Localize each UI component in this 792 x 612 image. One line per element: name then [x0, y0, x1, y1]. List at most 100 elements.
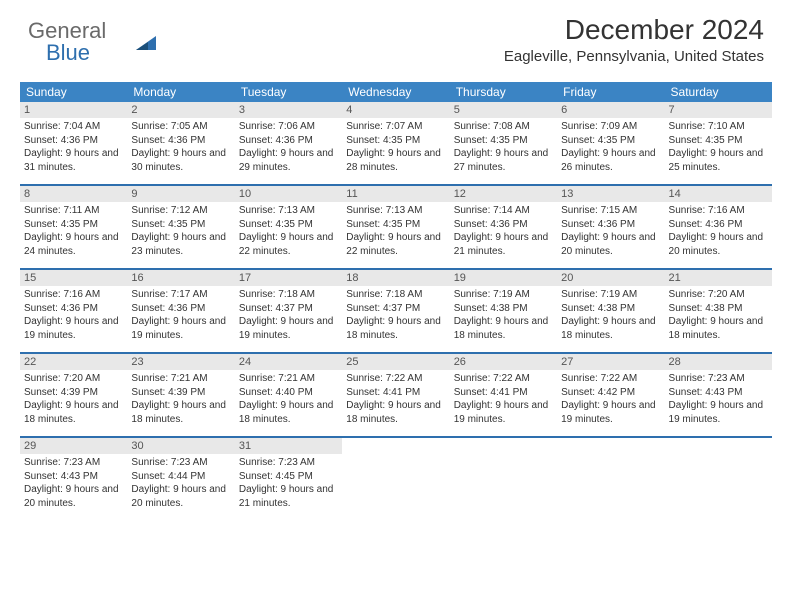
calendar-day-cell: 15Sunrise: 7:16 AMSunset: 4:36 PMDayligh…	[20, 270, 127, 352]
calendar-day-cell: 25Sunrise: 7:22 AMSunset: 4:41 PMDayligh…	[342, 354, 449, 436]
day-details: Sunrise: 7:17 AMSunset: 4:36 PMDaylight:…	[127, 286, 234, 348]
calendar-day-cell: 10Sunrise: 7:13 AMSunset: 4:35 PMDayligh…	[235, 186, 342, 268]
sunset-text: Sunset: 4:35 PM	[346, 134, 445, 148]
day-details: Sunrise: 7:22 AMSunset: 4:41 PMDaylight:…	[450, 370, 557, 432]
daylight-text: Daylight: 9 hours and 29 minutes.	[239, 147, 338, 174]
daylight-text: Daylight: 9 hours and 22 minutes.	[346, 231, 445, 258]
day-details: Sunrise: 7:23 AMSunset: 4:43 PMDaylight:…	[665, 370, 772, 432]
calendar-day-cell: 18Sunrise: 7:18 AMSunset: 4:37 PMDayligh…	[342, 270, 449, 352]
sunrise-text: Sunrise: 7:04 AM	[24, 120, 123, 134]
sunrise-text: Sunrise: 7:23 AM	[131, 456, 230, 470]
calendar-day-cell: 27Sunrise: 7:22 AMSunset: 4:42 PMDayligh…	[557, 354, 664, 436]
sunrise-text: Sunrise: 7:05 AM	[131, 120, 230, 134]
daylight-text: Daylight: 9 hours and 18 minutes.	[561, 315, 660, 342]
day-number: 26	[450, 354, 557, 370]
calendar-day-cell: 7Sunrise: 7:10 AMSunset: 4:35 PMDaylight…	[665, 102, 772, 184]
calendar-header-row: SundayMondayTuesdayWednesdayThursdayFrid…	[20, 82, 772, 102]
day-number: 17	[235, 270, 342, 286]
calendar-day-cell: 23Sunrise: 7:21 AMSunset: 4:39 PMDayligh…	[127, 354, 234, 436]
sunrise-text: Sunrise: 7:12 AM	[131, 204, 230, 218]
daylight-text: Daylight: 9 hours and 20 minutes.	[24, 483, 123, 510]
sunrise-text: Sunrise: 7:13 AM	[239, 204, 338, 218]
calendar-day-cell: 21Sunrise: 7:20 AMSunset: 4:38 PMDayligh…	[665, 270, 772, 352]
sunset-text: Sunset: 4:35 PM	[131, 218, 230, 232]
daylight-text: Daylight: 9 hours and 27 minutes.	[454, 147, 553, 174]
sunset-text: Sunset: 4:42 PM	[561, 386, 660, 400]
day-number: 11	[342, 186, 449, 202]
day-details: Sunrise: 7:05 AMSunset: 4:36 PMDaylight:…	[127, 118, 234, 180]
header: December 2024 Eagleville, Pennsylvania, …	[504, 14, 764, 65]
daylight-text: Daylight: 9 hours and 31 minutes.	[24, 147, 123, 174]
sunrise-text: Sunrise: 7:20 AM	[24, 372, 123, 386]
sunset-text: Sunset: 4:38 PM	[561, 302, 660, 316]
sunset-text: Sunset: 4:36 PM	[239, 134, 338, 148]
sunrise-text: Sunrise: 7:20 AM	[669, 288, 768, 302]
sunset-text: Sunset: 4:36 PM	[454, 218, 553, 232]
day-number: 25	[342, 354, 449, 370]
sunrise-text: Sunrise: 7:07 AM	[346, 120, 445, 134]
day-details: Sunrise: 7:11 AMSunset: 4:35 PMDaylight:…	[20, 202, 127, 264]
sunset-text: Sunset: 4:36 PM	[24, 134, 123, 148]
day-number: 10	[235, 186, 342, 202]
day-number: 22	[20, 354, 127, 370]
day-number: 21	[665, 270, 772, 286]
day-details: Sunrise: 7:15 AMSunset: 4:36 PMDaylight:…	[557, 202, 664, 264]
calendar-day-cell: 30Sunrise: 7:23 AMSunset: 4:44 PMDayligh…	[127, 438, 234, 520]
sunset-text: Sunset: 4:35 PM	[561, 134, 660, 148]
sunrise-text: Sunrise: 7:22 AM	[346, 372, 445, 386]
calendar-day-cell: 4Sunrise: 7:07 AMSunset: 4:35 PMDaylight…	[342, 102, 449, 184]
calendar-day-cell: 13Sunrise: 7:15 AMSunset: 4:36 PMDayligh…	[557, 186, 664, 268]
calendar-day-cell: 3Sunrise: 7:06 AMSunset: 4:36 PMDaylight…	[235, 102, 342, 184]
calendar-empty-cell	[342, 438, 449, 520]
sunrise-text: Sunrise: 7:18 AM	[346, 288, 445, 302]
day-number	[450, 438, 557, 454]
weekday-header: Sunday	[20, 82, 127, 102]
calendar-empty-cell	[557, 438, 664, 520]
logo-triangle-icon	[136, 36, 156, 50]
calendar-empty-cell	[450, 438, 557, 520]
daylight-text: Daylight: 9 hours and 18 minutes.	[131, 399, 230, 426]
daylight-text: Daylight: 9 hours and 18 minutes.	[669, 315, 768, 342]
day-details: Sunrise: 7:19 AMSunset: 4:38 PMDaylight:…	[557, 286, 664, 348]
sunset-text: Sunset: 4:39 PM	[24, 386, 123, 400]
daylight-text: Daylight: 9 hours and 19 minutes.	[669, 399, 768, 426]
day-number: 13	[557, 186, 664, 202]
calendar-week-row: 22Sunrise: 7:20 AMSunset: 4:39 PMDayligh…	[20, 354, 772, 438]
day-details: Sunrise: 7:12 AMSunset: 4:35 PMDaylight:…	[127, 202, 234, 264]
calendar-day-cell: 16Sunrise: 7:17 AMSunset: 4:36 PMDayligh…	[127, 270, 234, 352]
day-number	[557, 438, 664, 454]
sunset-text: Sunset: 4:36 PM	[131, 302, 230, 316]
daylight-text: Daylight: 9 hours and 19 minutes.	[131, 315, 230, 342]
day-details: Sunrise: 7:08 AMSunset: 4:35 PMDaylight:…	[450, 118, 557, 180]
calendar-day-cell: 14Sunrise: 7:16 AMSunset: 4:36 PMDayligh…	[665, 186, 772, 268]
daylight-text: Daylight: 9 hours and 21 minutes.	[454, 231, 553, 258]
daylight-text: Daylight: 9 hours and 19 minutes.	[24, 315, 123, 342]
calendar-week-row: 8Sunrise: 7:11 AMSunset: 4:35 PMDaylight…	[20, 186, 772, 270]
day-number: 27	[557, 354, 664, 370]
day-details: Sunrise: 7:14 AMSunset: 4:36 PMDaylight:…	[450, 202, 557, 264]
day-number: 16	[127, 270, 234, 286]
logo: General Blue	[28, 18, 106, 44]
day-number: 20	[557, 270, 664, 286]
calendar-day-cell: 22Sunrise: 7:20 AMSunset: 4:39 PMDayligh…	[20, 354, 127, 436]
calendar-day-cell: 20Sunrise: 7:19 AMSunset: 4:38 PMDayligh…	[557, 270, 664, 352]
calendar-day-cell: 12Sunrise: 7:14 AMSunset: 4:36 PMDayligh…	[450, 186, 557, 268]
location-subtitle: Eagleville, Pennsylvania, United States	[504, 48, 764, 65]
daylight-text: Daylight: 9 hours and 18 minutes.	[346, 399, 445, 426]
weekday-header: Tuesday	[235, 82, 342, 102]
daylight-text: Daylight: 9 hours and 18 minutes.	[454, 315, 553, 342]
day-number: 12	[450, 186, 557, 202]
weekday-header: Monday	[127, 82, 234, 102]
calendar-day-cell: 17Sunrise: 7:18 AMSunset: 4:37 PMDayligh…	[235, 270, 342, 352]
day-details: Sunrise: 7:23 AMSunset: 4:44 PMDaylight:…	[127, 454, 234, 516]
day-number: 6	[557, 102, 664, 118]
day-details: Sunrise: 7:13 AMSunset: 4:35 PMDaylight:…	[342, 202, 449, 264]
daylight-text: Daylight: 9 hours and 24 minutes.	[24, 231, 123, 258]
sunrise-text: Sunrise: 7:16 AM	[669, 204, 768, 218]
sunset-text: Sunset: 4:39 PM	[131, 386, 230, 400]
calendar-day-cell: 2Sunrise: 7:05 AMSunset: 4:36 PMDaylight…	[127, 102, 234, 184]
daylight-text: Daylight: 9 hours and 25 minutes.	[669, 147, 768, 174]
day-details: Sunrise: 7:06 AMSunset: 4:36 PMDaylight:…	[235, 118, 342, 180]
day-number: 30	[127, 438, 234, 454]
sunset-text: Sunset: 4:37 PM	[239, 302, 338, 316]
